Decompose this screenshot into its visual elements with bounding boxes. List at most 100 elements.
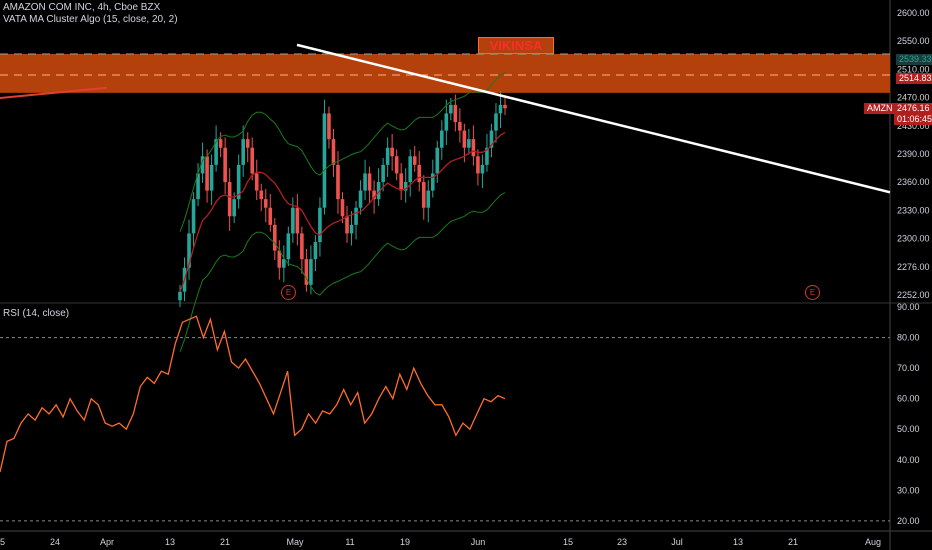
candle-body	[268, 207, 273, 225]
candle-body	[426, 190, 431, 208]
rsi-tick-label: 90.00	[897, 302, 920, 312]
candle-body	[286, 233, 291, 260]
resistance-zone	[0, 54, 890, 93]
watermark-box: VIKINSA	[478, 37, 554, 54]
earnings-marker[interactable]: E	[805, 285, 820, 300]
x-tick-label: 23	[617, 537, 627, 547]
candle-body	[476, 156, 480, 174]
price-tick-label: 2510.00	[897, 64, 930, 74]
candle-body	[245, 139, 250, 148]
candle-body	[417, 164, 422, 182]
trendline	[296, 43, 891, 194]
countdown-tag: 01:06:45	[894, 114, 932, 125]
candle-body	[318, 207, 322, 242]
candle-body	[408, 156, 413, 182]
candle-body	[390, 147, 394, 157]
candle-body	[412, 156, 417, 165]
x-tick-label: 21	[788, 537, 798, 547]
level-tag-2: 2514.83	[896, 73, 932, 84]
x-tick-label: 11	[345, 537, 354, 547]
x-tick-label: 21	[220, 537, 230, 547]
x-tick-label: 13	[165, 537, 175, 547]
candle-body	[327, 113, 331, 140]
price-tick-label: 2600.00	[897, 8, 930, 18]
candle-body	[309, 259, 313, 285]
symbol-legend: AMAZON COM INC, 4h, Cboe BZX VATA MA Clu…	[3, 2, 178, 26]
candle-body	[227, 182, 232, 217]
candle-body	[462, 130, 467, 148]
candle-body	[367, 173, 372, 191]
candle-body	[200, 156, 205, 174]
candle-body	[394, 156, 399, 174]
candle-body	[421, 182, 426, 208]
x-tick-label: Aug	[865, 537, 881, 547]
x-tick-label: May	[286, 537, 304, 547]
x-tick-label: Jun	[471, 537, 486, 547]
candle-body	[241, 139, 245, 165]
x-tick-label: 5	[0, 537, 5, 547]
drawn-segment	[0, 86, 108, 99]
candle-body	[494, 113, 498, 131]
candle-body	[336, 164, 340, 200]
rsi-tick-label: 70.00	[897, 363, 920, 373]
price-tick-label: 2360.00	[897, 177, 930, 187]
earnings-marker[interactable]: E	[281, 285, 296, 300]
candle-body	[399, 173, 403, 191]
candle-body	[453, 104, 458, 122]
candle-body	[178, 291, 182, 301]
price-tick-label: 2300.00	[897, 234, 930, 244]
candle-body	[358, 190, 363, 208]
candle-body	[232, 199, 236, 217]
price-tick-label: 2430.00	[897, 121, 930, 131]
candle-body	[196, 173, 200, 200]
candle-body	[489, 130, 494, 148]
candle-body	[313, 242, 318, 260]
symbol-title: AMAZON COM INC, 4h, Cboe BZX	[3, 2, 161, 13]
rsi-line	[0, 315, 506, 473]
level-tag-top: 2539.33	[896, 54, 932, 65]
symbol-tag: AMZN	[864, 103, 896, 114]
candle-body	[403, 182, 408, 191]
candle-body	[300, 233, 304, 260]
upper-band	[179, 72, 506, 232]
candle-body	[214, 139, 218, 165]
candle-body	[449, 104, 453, 114]
rsi-legend: RSI (14, close)	[3, 308, 70, 319]
x-tick-label: Jul	[671, 537, 683, 547]
price-tick-label: 2390.00	[897, 149, 930, 159]
candle-body	[304, 259, 309, 285]
candle-body	[440, 130, 444, 148]
candle-body	[250, 147, 255, 174]
candle-body	[435, 147, 440, 174]
candle-body	[331, 139, 336, 165]
x-tick-label: 15	[563, 537, 573, 547]
x-tick-label: 13	[733, 537, 743, 547]
candle-body	[205, 156, 209, 191]
x-tick-label: Apr	[100, 537, 114, 547]
candle-body	[263, 199, 268, 208]
last-price-tag: 2476.16	[894, 103, 932, 114]
rsi-tick-label: 80.00	[897, 333, 920, 343]
candle-body	[444, 113, 449, 131]
price-tick-label: 2330.00	[897, 205, 930, 215]
candle-body	[272, 224, 277, 251]
candle-body	[209, 164, 214, 191]
lower-band	[179, 192, 506, 352]
candle-body	[363, 173, 367, 191]
rsi-tick-label: 50.00	[897, 424, 920, 434]
candle-body	[458, 122, 462, 131]
candle-body	[236, 164, 241, 200]
candle-body	[187, 233, 191, 268]
candle-body	[259, 190, 264, 200]
x-tick-label: 19	[400, 537, 410, 547]
candle-body	[282, 259, 286, 268]
candle-body	[430, 173, 435, 191]
rsi-tick-label: 60.00	[897, 394, 920, 404]
candle-body	[345, 216, 349, 234]
candle-body	[223, 147, 227, 182]
candle-body	[349, 224, 354, 234]
candle-body	[385, 147, 390, 165]
rsi-tick-label: 40.00	[897, 455, 920, 465]
candle-body	[467, 139, 471, 148]
